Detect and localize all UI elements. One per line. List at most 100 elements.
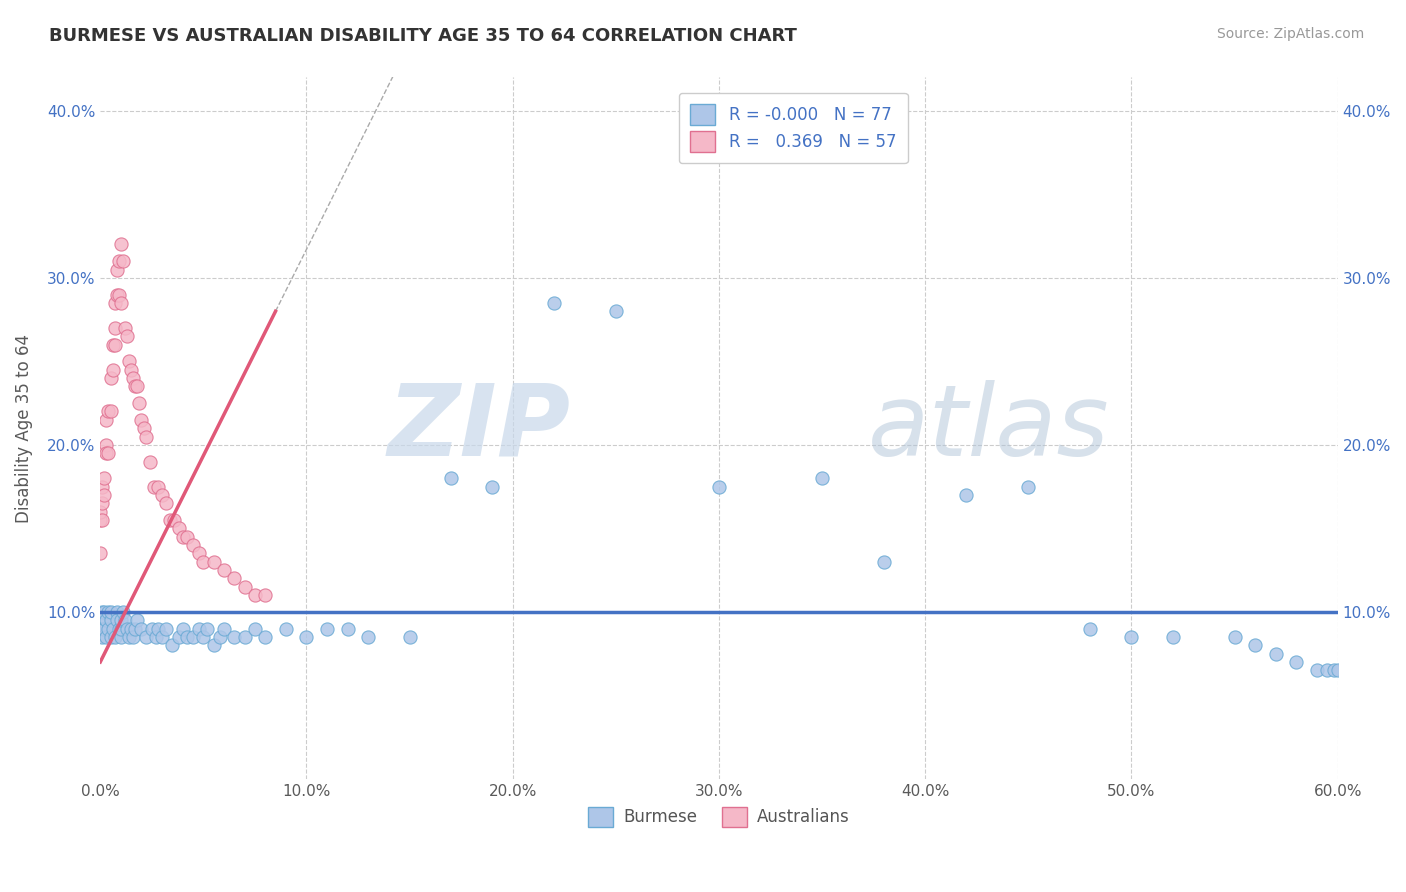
Point xyxy=(1017,480,1039,494)
Point xyxy=(146,480,169,494)
Point xyxy=(202,638,225,652)
Point xyxy=(97,404,120,418)
Point xyxy=(124,379,146,393)
Point xyxy=(212,563,235,577)
Point xyxy=(543,296,565,310)
Point xyxy=(135,429,157,443)
Point xyxy=(131,413,153,427)
Point xyxy=(1264,647,1286,661)
Point xyxy=(243,588,266,602)
Point xyxy=(89,505,111,519)
Point xyxy=(105,287,128,301)
Point xyxy=(96,613,118,627)
Point xyxy=(96,438,118,452)
Point xyxy=(224,630,246,644)
Point xyxy=(181,630,204,644)
Point xyxy=(120,362,142,376)
Point xyxy=(114,613,136,627)
Point xyxy=(193,555,215,569)
Point xyxy=(440,471,463,485)
Point xyxy=(104,321,127,335)
Point xyxy=(188,622,211,636)
Point xyxy=(316,622,339,636)
Point xyxy=(91,513,114,527)
Point xyxy=(1161,630,1184,644)
Point xyxy=(141,622,163,636)
Point xyxy=(120,622,142,636)
Point xyxy=(155,622,177,636)
Point xyxy=(274,622,297,636)
Point xyxy=(146,622,169,636)
Point xyxy=(100,630,122,644)
Point xyxy=(93,605,115,619)
Point xyxy=(159,513,181,527)
Point xyxy=(176,630,198,644)
Point xyxy=(193,630,215,644)
Legend: Burmese, Australians: Burmese, Australians xyxy=(582,800,856,834)
Point xyxy=(110,613,132,627)
Point xyxy=(605,304,627,318)
Point xyxy=(93,622,115,636)
Text: ZIP: ZIP xyxy=(388,380,571,476)
Point xyxy=(100,371,122,385)
Point xyxy=(122,630,145,644)
Point xyxy=(150,630,173,644)
Point xyxy=(97,446,120,460)
Point xyxy=(707,480,730,494)
Point xyxy=(108,622,131,636)
Point xyxy=(91,480,114,494)
Point xyxy=(1306,664,1329,678)
Point xyxy=(135,630,157,644)
Point xyxy=(91,630,114,644)
Point xyxy=(224,572,246,586)
Text: Source: ZipAtlas.com: Source: ZipAtlas.com xyxy=(1216,27,1364,41)
Point xyxy=(97,622,120,636)
Point xyxy=(105,262,128,277)
Point xyxy=(811,471,834,485)
Point xyxy=(96,446,118,460)
Point xyxy=(1223,630,1246,644)
Point xyxy=(197,622,219,636)
Point xyxy=(101,622,124,636)
Point xyxy=(91,613,114,627)
Point xyxy=(122,371,145,385)
Point xyxy=(1121,630,1143,644)
Point xyxy=(118,630,141,644)
Point xyxy=(96,630,118,644)
Point xyxy=(96,413,118,427)
Text: BURMESE VS AUSTRALIAN DISABILITY AGE 35 TO 64 CORRELATION CHART: BURMESE VS AUSTRALIAN DISABILITY AGE 35 … xyxy=(49,27,797,45)
Point xyxy=(142,480,165,494)
Point xyxy=(104,630,127,644)
Point xyxy=(105,605,128,619)
Point xyxy=(167,630,190,644)
Point xyxy=(145,630,167,644)
Point xyxy=(108,287,131,301)
Point xyxy=(873,555,896,569)
Point xyxy=(481,480,503,494)
Point xyxy=(295,630,318,644)
Point xyxy=(254,630,277,644)
Point xyxy=(172,530,194,544)
Point xyxy=(110,237,132,252)
Point xyxy=(139,454,162,468)
Point xyxy=(105,613,128,627)
Point xyxy=(101,337,124,351)
Point xyxy=(100,605,122,619)
Point xyxy=(115,622,138,636)
Point xyxy=(167,521,190,535)
Point xyxy=(1316,664,1339,678)
Point xyxy=(208,630,231,644)
Point xyxy=(188,546,211,560)
Point xyxy=(233,630,256,644)
Point xyxy=(1078,622,1101,636)
Y-axis label: Disability Age 35 to 64: Disability Age 35 to 64 xyxy=(15,334,32,523)
Point xyxy=(100,404,122,418)
Point xyxy=(131,622,153,636)
Point xyxy=(181,538,204,552)
Point xyxy=(172,622,194,636)
Point xyxy=(91,496,114,510)
Point xyxy=(110,622,132,636)
Point xyxy=(955,488,977,502)
Point xyxy=(336,622,359,636)
Point xyxy=(155,496,177,510)
